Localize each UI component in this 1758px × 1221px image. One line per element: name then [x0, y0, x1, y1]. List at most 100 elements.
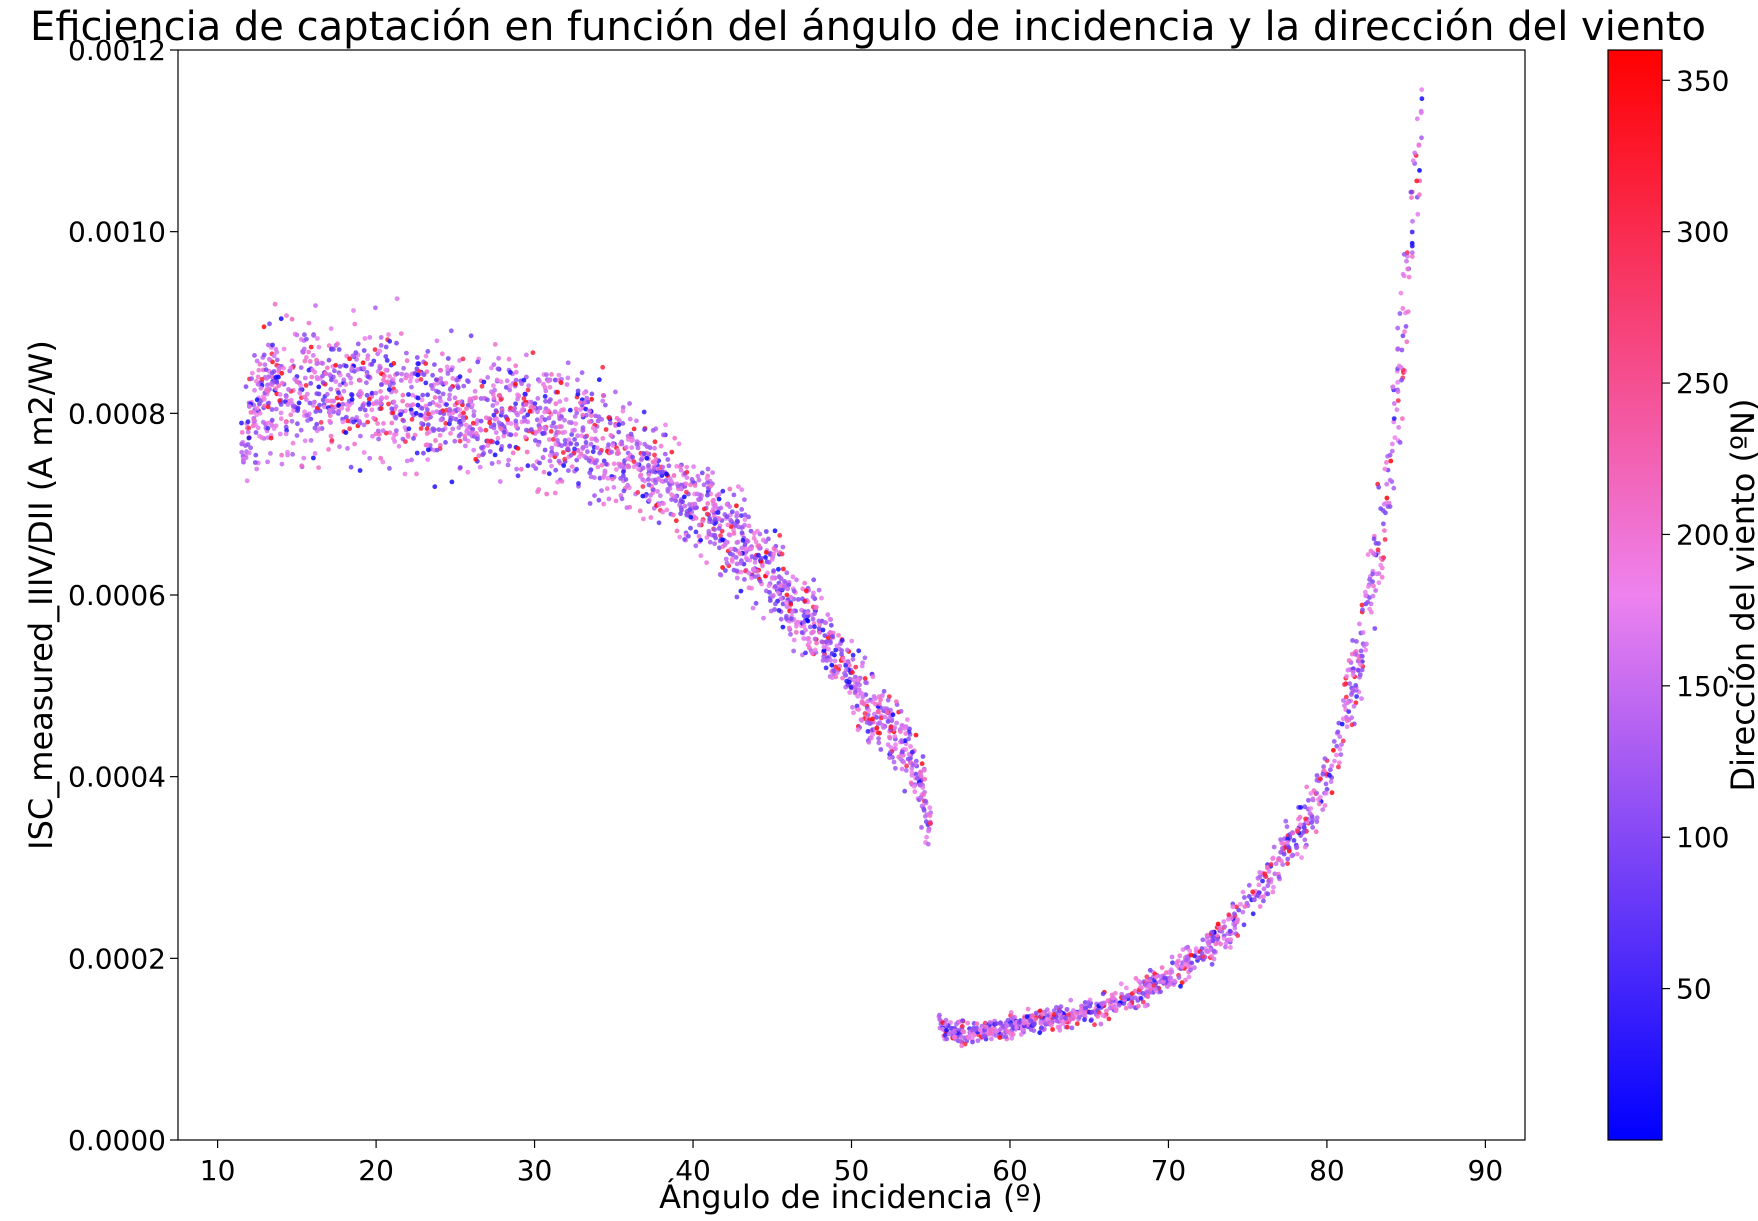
scatter-point	[1346, 658, 1352, 663]
scatter-point	[1401, 251, 1407, 257]
scatter-point	[357, 406, 363, 412]
scatter-point	[595, 464, 601, 470]
scatter-point	[343, 382, 349, 387]
scatter-point	[288, 412, 294, 418]
scatter-point	[737, 551, 743, 557]
scatter-point	[672, 435, 678, 441]
scatter-point	[261, 324, 267, 330]
scatter-point	[601, 501, 607, 507]
scatter-point	[698, 537, 703, 543]
scatter-point	[574, 466, 579, 472]
scatter-point	[268, 451, 273, 456]
scatter-point	[1329, 790, 1335, 796]
scatter-point	[535, 396, 541, 401]
scatter-point	[312, 399, 317, 405]
scatter-point	[367, 455, 373, 461]
scatter-point	[254, 466, 260, 472]
scatter-point	[297, 390, 303, 396]
scatter-point	[542, 425, 547, 431]
scatter-point	[380, 428, 386, 434]
scatter-point	[463, 422, 469, 428]
scatter-point	[803, 650, 808, 656]
scatter-point	[254, 406, 260, 411]
scatter-point	[343, 363, 349, 369]
scatter-point	[599, 488, 604, 493]
scatter-point	[308, 344, 314, 350]
scatter-point	[513, 432, 519, 437]
scatter-point	[771, 546, 777, 551]
scatter-point	[310, 353, 316, 358]
scatter-point	[912, 789, 918, 795]
colorbar-tick-label: 250	[1676, 367, 1729, 400]
scatter-point	[776, 566, 781, 572]
scatter-point	[1032, 1017, 1038, 1023]
colorbar-tick-label: 150	[1676, 670, 1729, 703]
scatter-point	[944, 1027, 949, 1033]
scatter-point	[495, 366, 501, 372]
scatter-point	[264, 376, 270, 381]
scatter-point	[1419, 87, 1425, 92]
scatter-point	[1040, 1011, 1045, 1017]
scatter-point	[506, 356, 512, 362]
scatter-point	[1118, 981, 1124, 987]
scatter-point	[284, 428, 289, 433]
scatter-point	[525, 412, 531, 418]
scatter-point	[927, 821, 933, 826]
scatter-point	[463, 443, 468, 449]
scatter-point	[523, 402, 529, 407]
scatter-point	[469, 430, 475, 435]
scatter-point	[732, 523, 738, 529]
scatter-point	[314, 421, 320, 427]
scatter-point	[568, 441, 574, 446]
scatter-point	[1376, 484, 1382, 490]
scatter-point	[381, 377, 386, 383]
scatter-point	[475, 359, 481, 365]
scatter-point	[1215, 921, 1221, 927]
scatter-point	[494, 440, 500, 446]
scatter-point	[498, 397, 504, 402]
scatter-point	[515, 396, 520, 402]
scatter-point	[1251, 897, 1257, 902]
scatter-point	[863, 680, 868, 685]
scatter-point	[384, 358, 390, 363]
scatter-point	[812, 647, 818, 653]
scatter-point	[551, 437, 556, 442]
scatter-point	[455, 385, 461, 391]
scatter-point	[594, 445, 600, 451]
scatter-point	[537, 460, 542, 466]
scatter-point	[853, 664, 859, 670]
x-tick-label: 90	[1468, 1154, 1504, 1187]
scatter-point	[734, 575, 740, 581]
scatter-point	[348, 380, 354, 386]
scatter-point	[329, 377, 334, 383]
scatter-point	[328, 326, 334, 331]
scatter-point	[588, 441, 594, 447]
scatter-point	[1050, 1027, 1055, 1032]
scatter-point	[927, 805, 933, 811]
scatter-point	[686, 533, 691, 539]
scatter-point	[902, 726, 908, 731]
scatter-point	[814, 640, 819, 646]
scatter-point	[1314, 773, 1320, 778]
y-axis-ticks: 0.00000.00020.00040.00060.00080.00100.00…	[68, 34, 178, 1157]
scatter-point	[696, 522, 702, 528]
scatter-point	[804, 636, 810, 642]
scatter-point	[443, 440, 448, 445]
scatter-point	[882, 714, 888, 720]
scatter-point	[828, 657, 833, 663]
scatter-point	[693, 529, 699, 535]
scatter-point	[1048, 1022, 1054, 1028]
scatter-point	[886, 694, 892, 699]
scatter-point	[1328, 767, 1333, 773]
scatter-point	[606, 442, 611, 448]
scatter-point	[1174, 959, 1180, 965]
scatter-point	[461, 383, 467, 389]
colorbar-label: Dirección del viento (ºN)	[1724, 399, 1758, 792]
scatter-point	[1096, 1010, 1102, 1016]
scatter-point	[816, 587, 822, 593]
scatter-point	[1033, 1010, 1039, 1016]
scatter-point	[371, 415, 376, 421]
scatter-point	[1051, 1012, 1057, 1017]
scatter-point	[559, 479, 565, 484]
